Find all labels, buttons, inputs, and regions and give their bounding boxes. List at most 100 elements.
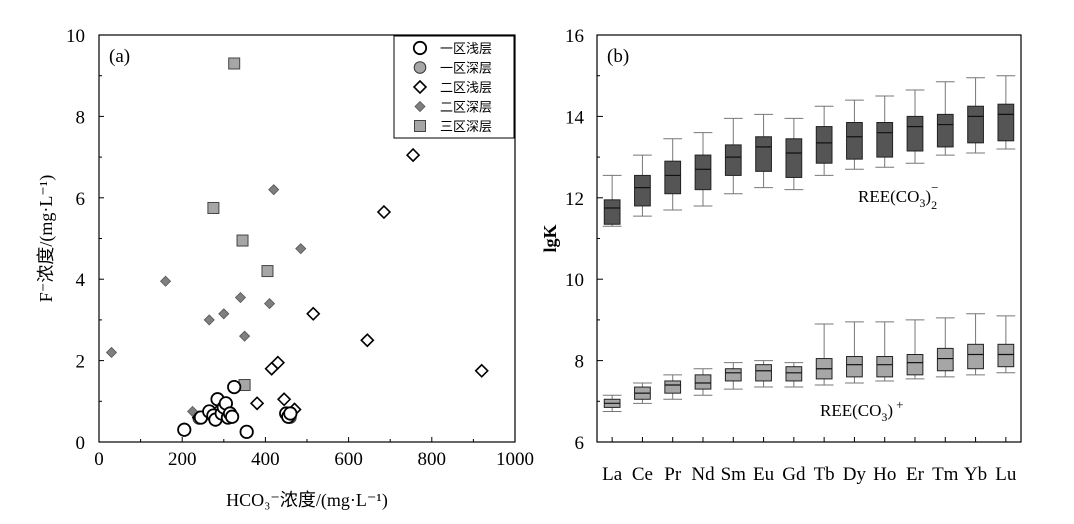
x-tick-label: 200: [168, 449, 197, 470]
annot-sub: 3: [881, 410, 887, 424]
box-Ho: [875, 95, 895, 168]
x-tick-label: Sm: [721, 464, 747, 485]
data-point: [270, 355, 286, 370]
box-Dy: [845, 321, 864, 384]
box-body: [694, 154, 712, 191]
y-tick-label: 2: [76, 352, 86, 373]
series-1: [177, 379, 298, 439]
box-body: [785, 138, 803, 178]
y-tick-label: 8: [76, 107, 86, 128]
box-panel-b: 6 8 10 12 14 16 La Ce Pr Nd Sm Eu Gd Tb Dy Ho Er Tm Yb Lu lg…: [540, 26, 1022, 485]
y-tick-label: 16: [565, 26, 584, 47]
box-Lu: [996, 75, 1016, 150]
y-tick-label: 10: [565, 270, 584, 291]
box-Tm: [935, 317, 955, 378]
x-tick-label: 600: [334, 449, 363, 470]
box-body: [785, 366, 803, 382]
box-body: [906, 353, 924, 376]
data-point: [234, 291, 247, 304]
box-Nd: [693, 368, 713, 396]
data-point: [177, 422, 192, 437]
box-Tm: [935, 81, 955, 156]
data-point: [268, 184, 280, 196]
box-Gd: [784, 117, 804, 191]
annot-main: REE(CO: [820, 401, 881, 420]
y-tick-label: 8: [575, 352, 585, 373]
y-tick-label: 12: [565, 189, 584, 210]
x-tick-label: Ce: [632, 464, 653, 485]
y-tick-label: 6: [575, 433, 585, 454]
data-point: [263, 298, 276, 310]
plot-frame: [596, 34, 1022, 443]
box-Er: [905, 89, 925, 164]
box-body: [664, 380, 682, 394]
legend-label: 一区深层: [440, 61, 492, 76]
data-point: [203, 314, 215, 326]
panel-label-a: (a): [109, 46, 130, 67]
legend-marker: [414, 120, 426, 132]
box-series-1: [602, 75, 1016, 227]
x-tick-label: Eu: [753, 464, 775, 485]
annot-sub: 3: [919, 196, 925, 210]
annot-sup: −: [931, 180, 938, 195]
box-body: [755, 364, 772, 382]
data-point: [239, 424, 254, 439]
box-body: [724, 144, 742, 176]
box-Tb: [814, 323, 834, 386]
data-point: [405, 147, 421, 163]
x-tick-label: Lu: [995, 464, 1017, 485]
box-Yb: [966, 313, 985, 376]
box-Eu: [754, 113, 773, 189]
box-La: [602, 174, 622, 227]
legend-label: 三区深层: [440, 119, 492, 134]
series-annotation: REE(CO3)2 −: [858, 180, 938, 212]
data-point: [295, 243, 307, 255]
annot-main: REE(CO: [858, 187, 919, 206]
x-axis-title: HCO₃⁻浓度/(mg·L⁻¹): [226, 490, 388, 511]
x-tick-label: 0: [94, 449, 104, 470]
legend-marker: [413, 61, 427, 74]
box-body: [936, 113, 954, 148]
legend-label: 二区深层: [440, 100, 492, 115]
data-point: [227, 379, 242, 395]
box-Ho: [875, 321, 895, 382]
box-Eu: [754, 360, 773, 388]
x-tick-label: Er: [906, 464, 925, 485]
y-tick-label: 10: [66, 26, 85, 47]
box-body: [846, 356, 863, 378]
box-body: [906, 115, 924, 152]
annot-sup: +: [896, 397, 903, 412]
box-body: [755, 136, 772, 172]
box-Yb: [966, 77, 985, 154]
x-tick-label: Ho: [873, 464, 896, 485]
data-point: [236, 234, 249, 247]
series-5: [207, 57, 274, 392]
y-tick-label: 14: [565, 107, 585, 128]
box-body: [846, 122, 863, 160]
x-tick-label: La: [602, 464, 623, 485]
panel-label-b: (b): [607, 46, 629, 67]
box-Tb: [814, 105, 834, 176]
box-body: [724, 368, 742, 382]
box-body: [967, 343, 984, 370]
box-body: [967, 105, 984, 144]
box-La: [602, 394, 622, 412]
box-body: [997, 343, 1015, 368]
box-body: [936, 347, 954, 372]
box-Lu: [996, 315, 1016, 374]
legend-marker: [412, 40, 428, 56]
data-point: [228, 57, 241, 70]
data-point: [159, 275, 172, 287]
box-Gd: [784, 362, 804, 388]
box-Sm: [723, 362, 743, 390]
x-tick-label: 400: [251, 449, 280, 470]
box-body: [603, 199, 621, 225]
x-tick-label: Tm: [932, 464, 959, 485]
x-tick-label: 800: [418, 449, 447, 470]
box-body: [634, 174, 651, 207]
x-tick-label: Yb: [964, 464, 987, 485]
y-axis-title: F⁻浓度/(mg·L⁻¹): [36, 175, 57, 302]
annot-sub2: 2: [931, 198, 937, 212]
